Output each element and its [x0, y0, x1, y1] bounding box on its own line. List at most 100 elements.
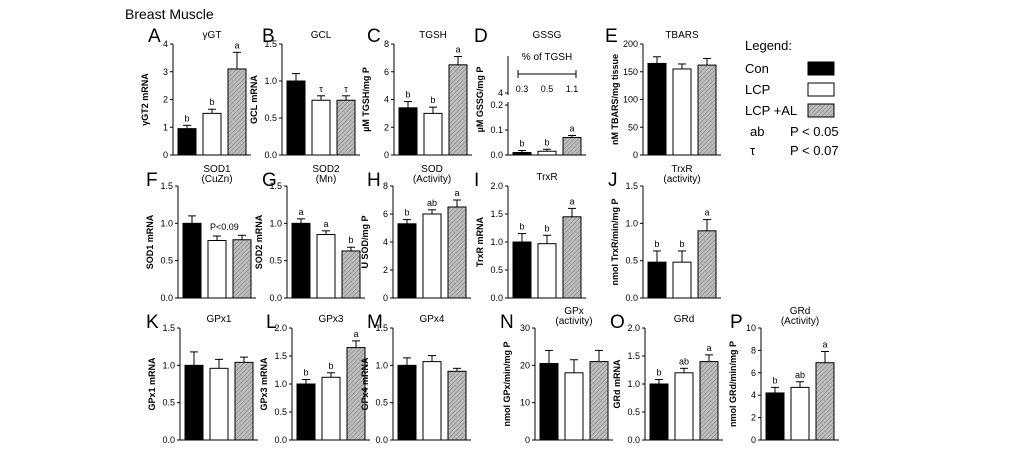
legend-sig-tau-symbol: τ [750, 143, 756, 158]
y-tick-label: 1.5 [269, 181, 282, 191]
panel-title: GRd [674, 314, 695, 325]
y-tick-label: 0.5 [274, 407, 287, 417]
inset-value: 0.5 [541, 84, 554, 94]
panel-label: P [730, 312, 743, 333]
bar [647, 261, 667, 299]
panel-label: K [146, 312, 159, 333]
significance-label: b [519, 222, 524, 232]
panel-label: O [610, 312, 625, 333]
panel-n: N GPx(activity) 0 10 20 30 nmol GPx/min/mg P [500, 306, 613, 445]
significance-label: b [404, 208, 409, 218]
y-tick-label: 1 [163, 122, 168, 132]
panel-label: L [266, 312, 277, 333]
panel-h: H SOD(Activity) 0 2 4 6 8 U SOD/mg P b ab a [360, 164, 471, 303]
panel-label: J [608, 170, 618, 191]
significance-label: ab [795, 370, 805, 380]
y-axis-label: GCL mRNA [249, 75, 259, 124]
significance-label: b [430, 95, 435, 105]
y-tick-label: 4 [751, 390, 756, 400]
y-axis-label: γGT2 mRNA [140, 73, 150, 126]
bar [699, 361, 719, 441]
significance-label: a [569, 196, 574, 206]
y-tick-label: 100 [623, 95, 638, 105]
y-tick-label: 1.5 [160, 181, 173, 191]
bar [539, 362, 559, 441]
y-tick-label: 1.5 [264, 39, 277, 49]
y-axis-label: nM TBARS/mg tissue [610, 54, 620, 145]
bar [537, 243, 557, 299]
panel-o: O GRd 0.0 0.5 1.0 1.5 2.0 GRd mRNA b ab a [610, 312, 723, 445]
panel-f: F SOD1(CuZn) 0.0 0.5 1.0 1.5 SOD1 mRNA P<0.09 [145, 164, 256, 303]
panel-title: TrxR [671, 164, 692, 175]
panel-title: (CuZn) [201, 174, 232, 185]
y-axis-label: GPx4 mRNA [360, 357, 370, 411]
y-tick-label: 0 [633, 150, 638, 160]
y-tick-label: 0 [384, 150, 389, 160]
y-axis-label: GPx3 mRNA [259, 357, 269, 411]
y-tick-label: 2.0 [274, 323, 287, 333]
significance-label: b [184, 113, 189, 123]
legend-swatch-con [807, 61, 835, 76]
bar [321, 376, 341, 441]
bar [422, 213, 442, 299]
panel-title: SOD1 [203, 164, 231, 175]
panel-c: C TGSH 0 2 4 6 8 µM TGSH/mg P b b a [361, 26, 472, 160]
significance-label: b [679, 239, 684, 249]
significance-label: b [544, 137, 549, 147]
y-tick-label: 50 [628, 122, 638, 132]
significance-label: a [353, 329, 358, 339]
panel-b: B GCL 0.0 0.5 1.0 1.5 GCL mRNA τ τ [249, 26, 360, 160]
legend-label-con: Con [745, 61, 769, 76]
y-tick-label: 1.0 [160, 218, 173, 228]
y-tick-label: 0 [163, 150, 168, 160]
panel-label: H [367, 170, 381, 191]
panel-p: P GRd(Activity) 0 2 4 6 8 10 nmol GRd/min/mg P b a… [728, 306, 839, 445]
y-tick-label: 1.5 [627, 351, 640, 361]
panel-label: M [367, 312, 383, 333]
panel-title: GCL [311, 30, 332, 41]
panel-label: G [262, 170, 277, 191]
bar [291, 222, 311, 299]
panel-title: GSSG [533, 30, 562, 41]
panel-label: D [474, 26, 488, 47]
y-tick-label: 10 [746, 323, 756, 333]
panel-title: TBARS [665, 30, 699, 41]
y-tick-label: 0.0 [627, 435, 640, 445]
y-tick-label: 8 [751, 345, 756, 355]
y-tick-label: 0.5 [264, 113, 277, 123]
y-axis-label: TrxR mRNA [475, 216, 485, 267]
panel-title: GPx [564, 306, 583, 317]
panel-title: (activity) [555, 316, 592, 327]
bar [765, 392, 785, 441]
y-axis-label: µM GSSG/mg P [475, 67, 485, 133]
significance-label: b [303, 368, 308, 378]
bar [649, 383, 669, 441]
y-tick-label: 0.0 [160, 293, 173, 303]
panel-label: N [500, 312, 514, 333]
y-tick-label: 4 [163, 39, 168, 49]
panel-label: I [474, 170, 479, 191]
bar [512, 241, 532, 299]
significance-label: a [455, 44, 460, 54]
y-axis-label: nmol GPx/min/mg P [502, 341, 512, 426]
bar [177, 128, 197, 156]
bar [697, 64, 717, 156]
bar [672, 68, 692, 156]
legend-sig-ab-text: P < 0.05 [790, 124, 839, 139]
y-tick-label: 1.0 [625, 218, 638, 228]
y-tick-label: 6 [751, 368, 756, 378]
bar [790, 386, 810, 441]
y-tick-label: 0.1 [490, 125, 503, 135]
bar [227, 68, 247, 156]
bar [562, 216, 582, 299]
bar [234, 361, 254, 441]
legend-sig-ab-symbol: ab [750, 124, 764, 139]
y-tick-label: 1.5 [162, 323, 175, 333]
y-tick-label: 2 [383, 265, 388, 275]
y-tick-label: 1.0 [627, 379, 640, 389]
y-tick-label: 0.5 [269, 256, 282, 266]
y-tick-label: 0.0 [162, 435, 175, 445]
significance-label: a [323, 219, 328, 229]
